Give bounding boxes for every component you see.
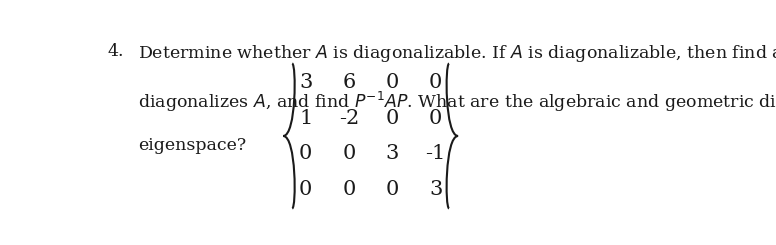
Text: 4.: 4. [108,43,124,60]
Text: 3: 3 [386,144,399,163]
Text: 0: 0 [429,73,442,92]
Text: -1: -1 [425,144,445,163]
Text: 0: 0 [386,109,399,128]
Text: Determine whether $A$ is diagonalizable. If $A$ is diagonalizable, then find a m: Determine whether $A$ is diagonalizable.… [138,43,776,64]
Text: 0: 0 [342,144,355,163]
Text: 0: 0 [299,144,313,163]
Text: 0: 0 [299,180,313,199]
Text: 0: 0 [342,180,355,199]
Text: 6: 6 [342,73,355,92]
Text: -2: -2 [339,109,359,128]
Text: 0: 0 [429,109,442,128]
Text: eigenspace?: eigenspace? [138,137,246,154]
Text: 3: 3 [429,180,442,199]
Text: 3: 3 [299,73,313,92]
Text: diagonalizes $A$, and find $P^{-1}AP$. What are the algebraic and geometric dime: diagonalizes $A$, and find $P^{-1}AP$. W… [138,90,776,114]
Text: 0: 0 [386,180,399,199]
Text: 0: 0 [386,73,399,92]
Text: 1: 1 [299,109,313,128]
